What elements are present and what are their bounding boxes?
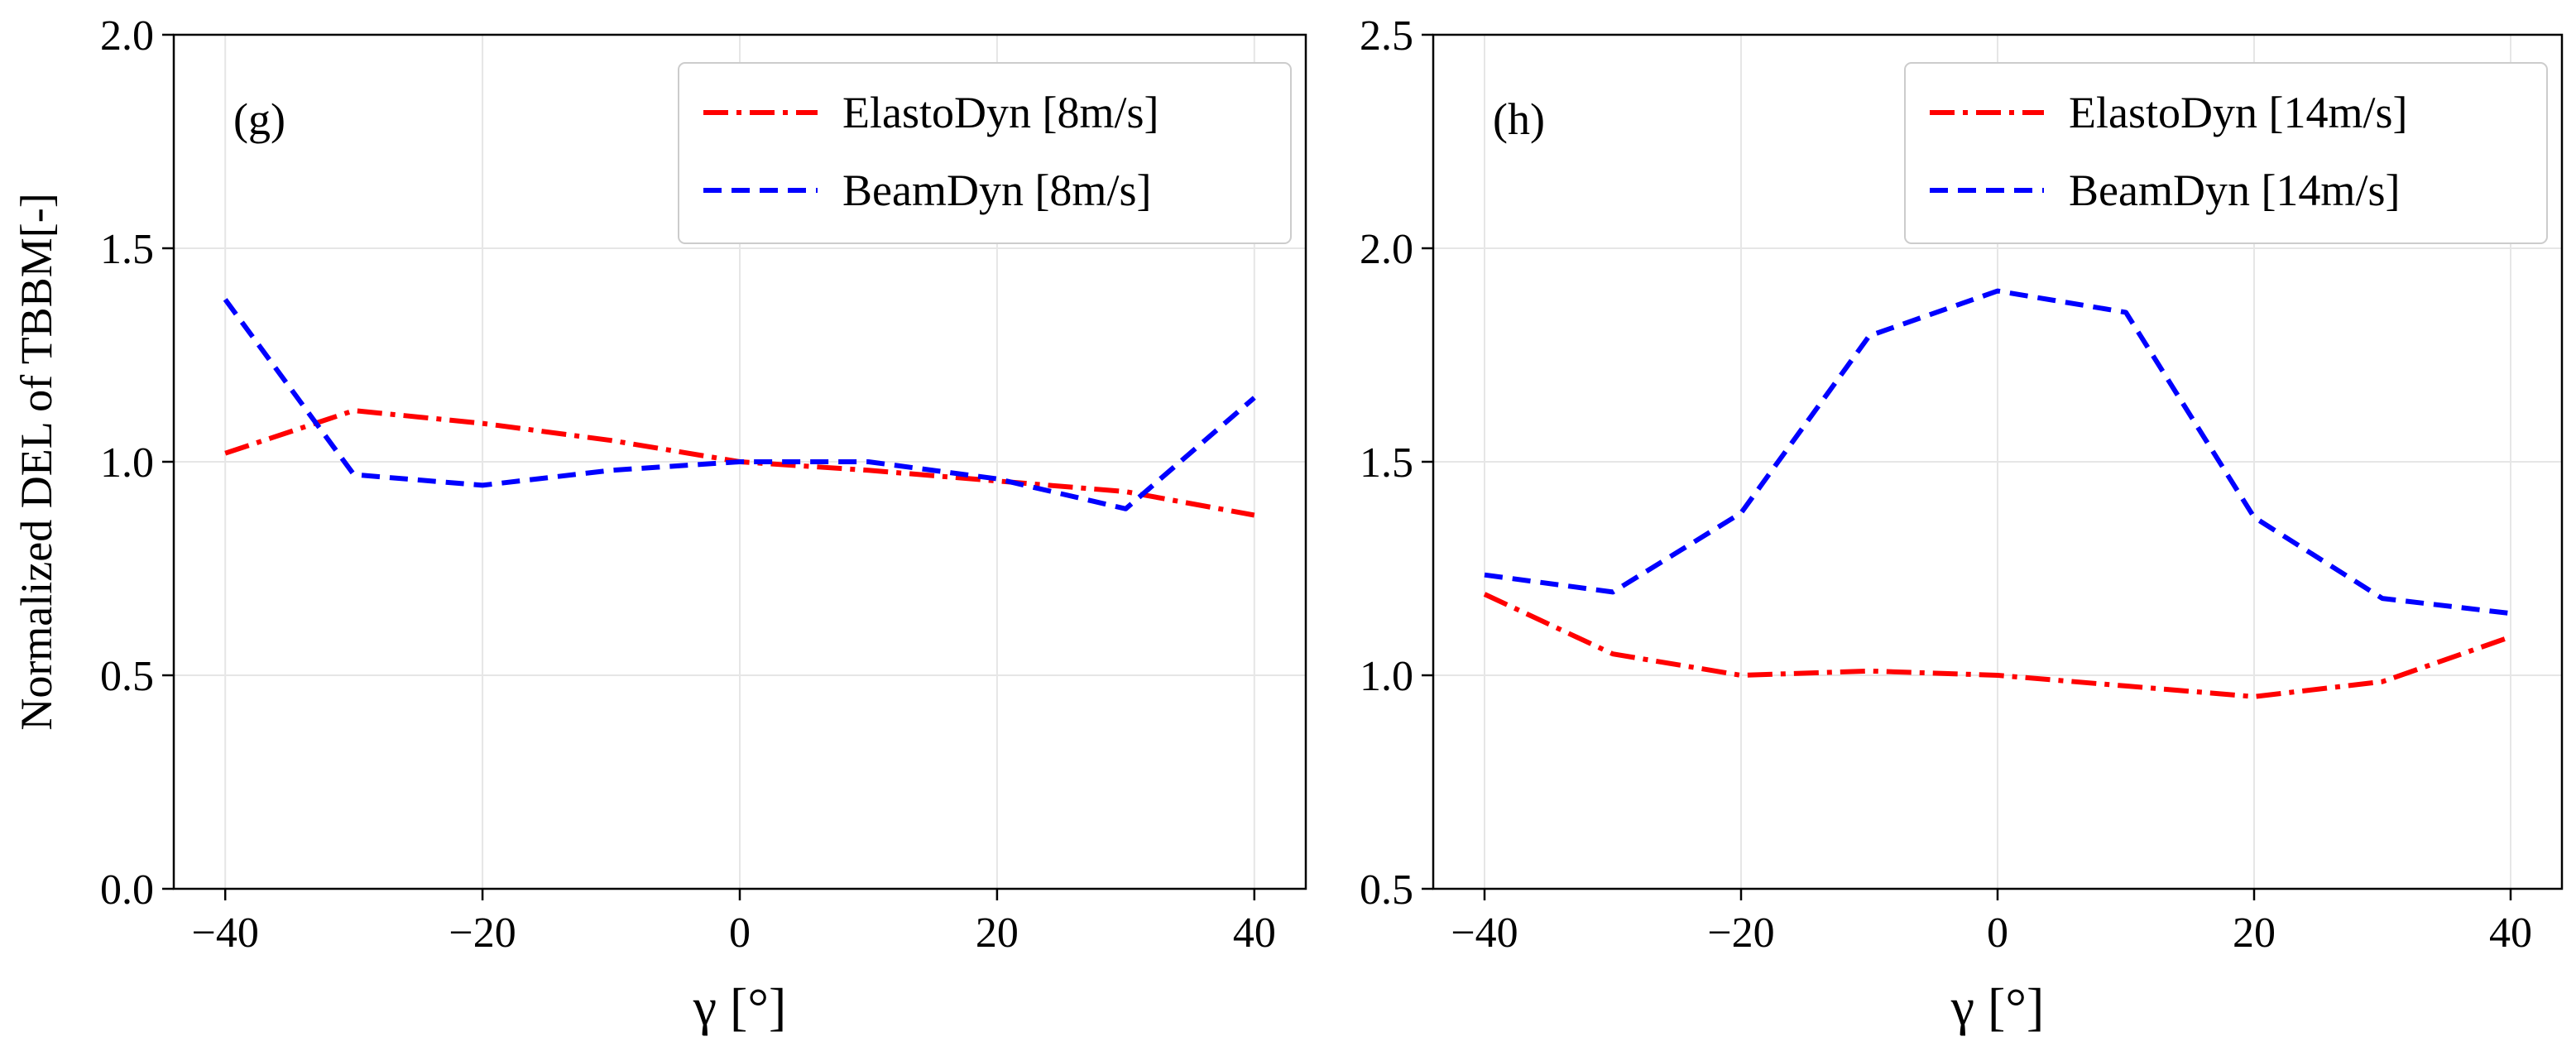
y-tick-label: 1.0 — [100, 439, 154, 487]
x-tick-label: −20 — [1707, 909, 1774, 957]
x-axis-label: γ [°] — [1950, 977, 2045, 1036]
legend-label: ElastoDyn [8m/s] — [842, 88, 1158, 137]
legend-box — [678, 62, 1292, 244]
legend-box — [1904, 62, 2548, 244]
legend-label: ElastoDyn [14m/s] — [2069, 88, 2407, 137]
x-tick-label: 0 — [1987, 909, 2008, 957]
y-tick-label: 0.5 — [100, 653, 154, 700]
chart-panel-1: −40 −20 0 20 40 0.0 0.5 1.0 1.5 2.0 γ [°] Normalize… — [12, 12, 1307, 1036]
y-tick-label: 2.0 — [1360, 226, 1413, 273]
legend-label: BeamDyn [8m/s] — [842, 166, 1151, 215]
panel-label: (g) — [233, 94, 285, 144]
series-line-beamdyn — [223, 298, 1256, 511]
x-tick-label: −40 — [1451, 909, 1518, 957]
x-tick-label: 20 — [976, 909, 1019, 957]
x-tick-label: 20 — [2233, 909, 2276, 957]
y-tick-label: 0.0 — [100, 866, 154, 914]
x-tick-label: −20 — [449, 909, 516, 957]
y-axis-label: Normalized DEL of TBBM[-] — [12, 193, 61, 730]
x-tick-label: 0 — [729, 909, 751, 957]
series-line-beamdyn — [1484, 288, 2511, 617]
panel-label: (h) — [1493, 94, 1545, 144]
chart-panel-2: −40 −20 0 20 40 0.5 1.0 1.5 2.0 2.5 γ [°] (h) Elasto… — [1360, 12, 2564, 1036]
x-tick-label: 40 — [1233, 909, 1276, 957]
y-tick-label: 1.0 — [1360, 653, 1413, 700]
y-tick-label: 2.5 — [1360, 12, 1413, 60]
x-tick-label: −40 — [192, 909, 259, 957]
y-tick-label: 1.5 — [1360, 439, 1413, 487]
legend-label: BeamDyn [14m/s] — [2069, 166, 2400, 215]
y-tick-label: 1.5 — [100, 226, 154, 273]
x-axis-label: γ [°] — [693, 977, 787, 1036]
y-tick-label: 2.0 — [100, 12, 154, 60]
series-line-elastodyn — [1483, 592, 2511, 699]
y-tick-label: 0.5 — [1360, 866, 1413, 914]
x-tick-label: 40 — [2489, 909, 2532, 957]
